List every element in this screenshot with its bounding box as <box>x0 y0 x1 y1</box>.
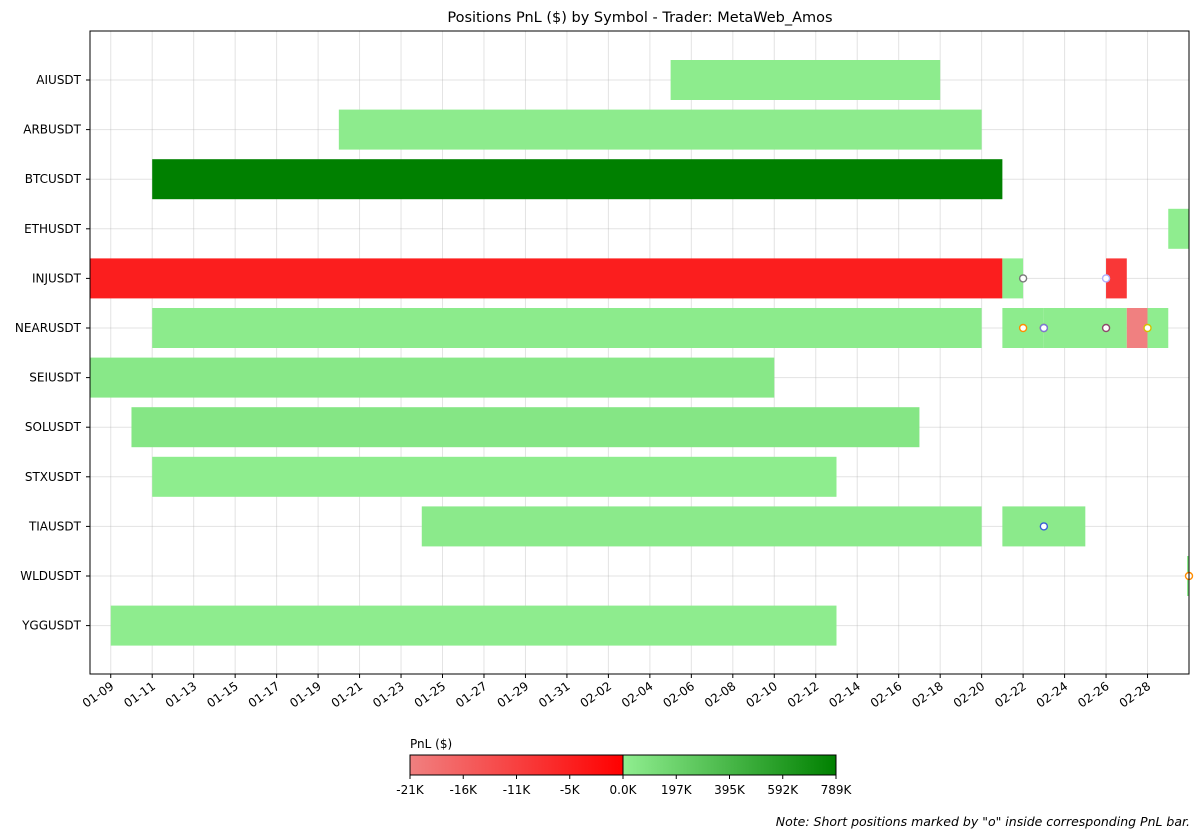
x-tick-label: 01-09 <box>80 679 117 710</box>
short-position-marker <box>1018 323 1028 333</box>
short-positions-note: Note: Short positions marked by "o" insi… <box>776 814 1190 829</box>
x-tick-label: 02-06 <box>660 679 697 710</box>
short-position-markers <box>1018 274 1194 581</box>
colorbar-tick-label: 789K <box>821 783 853 797</box>
x-tick-label: 02-10 <box>743 679 780 710</box>
x-tick-label: 02-08 <box>702 679 739 710</box>
pnl-bar <box>152 159 1003 200</box>
pnl-bar <box>670 60 941 100</box>
y-tick-label: AIUSDT <box>36 73 81 87</box>
x-axis-ticks: 01-09 01-11 01-13 01-15 01-17 01-19 01-21 01-23… <box>80 674 1153 710</box>
short-position-marker <box>1101 323 1111 333</box>
y-tick-label: ARBUSDT <box>23 123 81 137</box>
pnl-bar <box>1002 258 1024 299</box>
pnl-bar <box>152 308 982 348</box>
pnl-bar <box>90 258 1003 299</box>
y-axis-ticks: AIUSDT ARBUSDT BTCUSDT ETHUSDT INJUSDT NEARUS… <box>15 73 90 633</box>
x-tick-label: 01-21 <box>329 679 366 710</box>
pnl-bar <box>1106 258 1127 299</box>
colorbar-positive-segment <box>623 755 836 775</box>
colorbar-tick-label: -5K <box>560 783 581 797</box>
pnl-colorbar: PnL ($) -21K -16K -11K -5K 0.0K 197K 395K 592K 7… <box>396 737 852 797</box>
x-tick-label: 02-20 <box>951 679 988 710</box>
colorbar-negative-segment <box>410 755 623 775</box>
colorbar-label: PnL ($) <box>410 737 452 751</box>
x-tick-label: 02-28 <box>1117 679 1154 710</box>
pnl-bar <box>131 407 920 448</box>
y-tick-label: YGGUSDT <box>21 619 82 633</box>
chart-title: Positions PnL ($) by Symbol - Trader: Me… <box>447 10 832 26</box>
pnl-bar <box>1043 308 1127 348</box>
x-tick-label: 01-19 <box>287 679 324 710</box>
x-tick-label: 02-22 <box>992 679 1029 710</box>
pnl-bars <box>90 60 1189 646</box>
x-tick-label: 01-23 <box>370 679 407 710</box>
y-tick-label: BTCUSDT <box>25 172 82 186</box>
y-tick-label: STXUSDT <box>25 470 82 484</box>
colorbar-ticks: -21K -16K -11K -5K 0.0K 197K 395K 592K 789K <box>396 775 853 797</box>
y-tick-label: SEIUSDT <box>29 371 81 385</box>
pnl-bar <box>110 605 837 646</box>
pnl-bar <box>338 109 982 150</box>
x-tick-label: 01-17 <box>246 679 283 710</box>
y-tick-label: WLDUSDT <box>20 569 81 583</box>
pnl-bar <box>1147 308 1169 348</box>
short-position-marker <box>1039 323 1049 333</box>
x-tick-label: 02-12 <box>785 679 822 710</box>
colorbar-tick-label: 592K <box>767 783 799 797</box>
x-tick-label: 02-14 <box>826 679 863 710</box>
y-tick-label: NEARUSDT <box>15 321 82 335</box>
y-tick-label: ETHUSDT <box>24 222 82 236</box>
x-tick-label: 02-26 <box>1075 679 1112 710</box>
pnl-bar <box>421 506 982 547</box>
pnl-bar <box>1168 208 1189 249</box>
y-tick-label: INJUSDT <box>32 271 82 285</box>
x-tick-label: 02-02 <box>578 679 615 710</box>
colorbar-tick-label: 197K <box>661 783 693 797</box>
x-tick-label: 01-13 <box>163 679 200 710</box>
pnl-bar <box>152 456 837 497</box>
y-tick-label: TIAUSDT <box>28 519 82 533</box>
pnl-bar <box>90 357 775 398</box>
x-tick-label: 02-16 <box>868 679 905 710</box>
x-tick-label: 02-04 <box>619 679 656 710</box>
colorbar-tick-label: 0.0K <box>610 783 638 797</box>
pnl-bar <box>1126 308 1148 348</box>
x-tick-label: 01-31 <box>536 679 573 710</box>
colorbar-tick-label: -16K <box>450 783 479 797</box>
x-tick-label: 01-25 <box>412 679 449 710</box>
x-tick-label: 02-24 <box>1034 679 1071 710</box>
x-tick-label: 01-27 <box>453 679 490 710</box>
x-tick-label: 01-11 <box>121 679 158 710</box>
short-position-marker <box>1101 274 1111 283</box>
plot-frame <box>89 30 1190 675</box>
x-tick-label: 01-15 <box>204 679 241 710</box>
colorbar-tick-label: -11K <box>503 783 532 797</box>
short-position-marker <box>1018 274 1028 283</box>
short-position-marker <box>1039 522 1049 531</box>
colorbar-tick-label: -21K <box>396 783 425 797</box>
x-tick-label: 02-18 <box>909 679 946 710</box>
colorbar-tick-label: 395K <box>714 783 746 797</box>
x-tick-label: 01-29 <box>495 679 532 710</box>
short-position-marker <box>1143 323 1152 333</box>
y-tick-label: SOLUSDT <box>25 420 82 434</box>
